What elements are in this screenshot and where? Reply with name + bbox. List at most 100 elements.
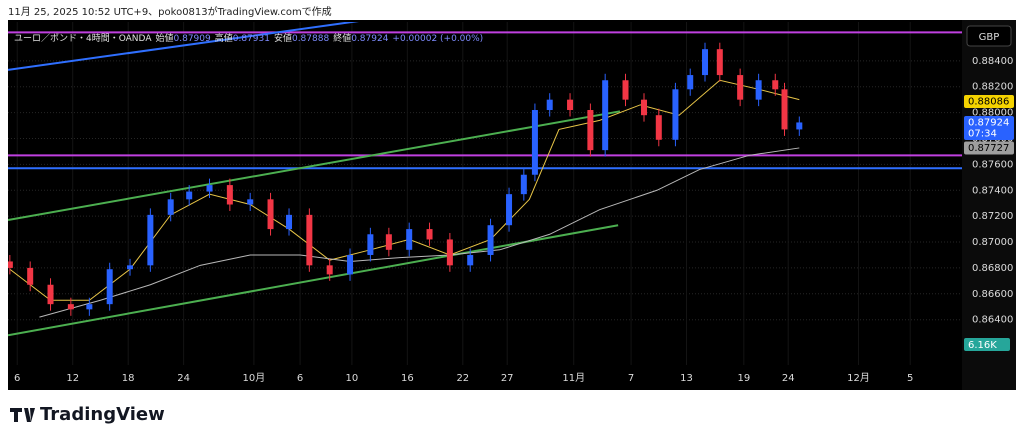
lbl: 安値 — [273, 34, 292, 44]
moving-average — [39, 147, 800, 318]
candle-body — [8, 261, 13, 268]
x-tick-label: 12月 — [847, 372, 870, 384]
candle-body — [226, 185, 233, 205]
x-tick-label: 5 — [907, 373, 913, 384]
candle-body — [487, 225, 494, 255]
x-tick-label: 6 — [14, 373, 20, 384]
price-badge — [964, 141, 1014, 155]
x-tick-label: 27 — [501, 373, 514, 384]
volume-label: 6.16K — [968, 340, 997, 351]
candle-body — [622, 80, 629, 100]
candle-body — [406, 229, 413, 250]
candle-body — [587, 110, 594, 151]
num: 0.87931 — [232, 34, 270, 44]
num: +0.00002 (+0.00%) — [392, 34, 484, 44]
x-tick-label: 19 — [737, 373, 750, 384]
volume-badge — [964, 338, 1010, 351]
candle-body — [672, 89, 679, 140]
y-tick-label: 0.86600 — [972, 289, 1013, 300]
x-tick-label: 11月 — [562, 372, 585, 384]
lbl: 高値 — [214, 34, 233, 44]
symbol: ユーロ／ポンド・4時間・OANDA — [14, 34, 152, 44]
y-tick-label: 0.88400 — [972, 56, 1013, 67]
countdown: 07:34 — [968, 128, 997, 139]
footer-logo: TradingView — [40, 404, 165, 425]
price-badge — [964, 115, 1014, 140]
candle-body — [326, 265, 333, 275]
candle-body — [467, 254, 474, 266]
x-tick-label: 24 — [782, 373, 795, 384]
candle-body — [27, 267, 34, 285]
candle-body — [426, 229, 433, 240]
candle-body — [737, 75, 744, 100]
candle-body — [206, 185, 213, 192]
candle-body — [47, 284, 54, 305]
candle-body — [286, 214, 293, 230]
header: 11月 25, 2025 10:52 UTC+9、poko0813がTradin… — [8, 5, 332, 18]
plot — [8, 22, 962, 365]
candle-body — [520, 174, 527, 195]
x-tick-label: 6 — [297, 373, 303, 384]
candle-body — [127, 265, 134, 270]
candle-body — [247, 199, 254, 205]
y-tick-label: 0.87400 — [972, 185, 1013, 196]
candle-body — [446, 239, 453, 266]
candle-body — [385, 234, 392, 250]
x-tick-label: 10月 — [243, 372, 266, 384]
logo: TradingView — [10, 404, 165, 425]
price-badge — [964, 94, 1014, 108]
trendline — [8, 110, 621, 222]
candle-body — [367, 234, 374, 255]
legend: ユーロ／ポンド・4時間・OANDA 始値0.87909 高値0.87931 安値0.8… — [14, 31, 487, 44]
lbl: 始値 — [155, 34, 174, 44]
candle-body — [716, 49, 723, 76]
candle-body — [506, 194, 513, 226]
price-badge-label: 0.87727 — [968, 143, 1009, 154]
candle-body — [147, 214, 154, 266]
candle-body — [167, 199, 174, 215]
lbl: 終値 — [333, 34, 352, 44]
candle-body — [687, 75, 694, 90]
candle-body — [755, 80, 762, 100]
num: 0.87924 — [351, 34, 389, 44]
y-tick-label: 0.88000 — [972, 108, 1013, 119]
candle-body — [567, 99, 574, 111]
y-tick-label: 0.87000 — [972, 237, 1013, 248]
y-tick-label: 0.86400 — [972, 315, 1013, 326]
x-tick-label: 13 — [680, 373, 693, 384]
currency-box — [966, 25, 1012, 47]
trendline — [8, 22, 360, 71]
num: 0.87909 — [173, 34, 211, 44]
candle-body — [702, 49, 709, 76]
candle-body — [796, 122, 803, 130]
price-badge-label: 0.88086 — [968, 96, 1009, 107]
x-tick-label: 10 — [346, 373, 359, 384]
candle-body — [781, 89, 788, 130]
y-tick-label: 0.86800 — [972, 263, 1013, 274]
candle-body — [655, 115, 662, 140]
candle-body — [347, 254, 354, 275]
candle-body — [531, 110, 538, 175]
price-badge-label: 0.87924 — [968, 117, 1009, 128]
x-tick-label: 24 — [177, 373, 190, 384]
x-tick-label: 12 — [66, 373, 79, 384]
y-tick-label: 0.87200 — [972, 211, 1013, 222]
candle-body — [186, 191, 193, 200]
trendline — [8, 224, 619, 337]
price-axis — [962, 20, 1016, 390]
candle-body — [602, 80, 609, 151]
x-tick-label: 16 — [401, 373, 414, 384]
x-tick-label: 18 — [122, 373, 135, 384]
candle-body — [306, 214, 313, 266]
num: 0.87888 — [291, 34, 330, 44]
y-tick-label: 0.88200 — [972, 82, 1013, 93]
y-tick-label: 0.87600 — [972, 159, 1013, 170]
candle-body — [86, 304, 93, 310]
candle-body — [267, 199, 274, 230]
candle-body — [67, 304, 74, 310]
candle-body — [106, 269, 113, 305]
candle-body — [641, 99, 647, 116]
currency: GBP — [979, 32, 1000, 43]
